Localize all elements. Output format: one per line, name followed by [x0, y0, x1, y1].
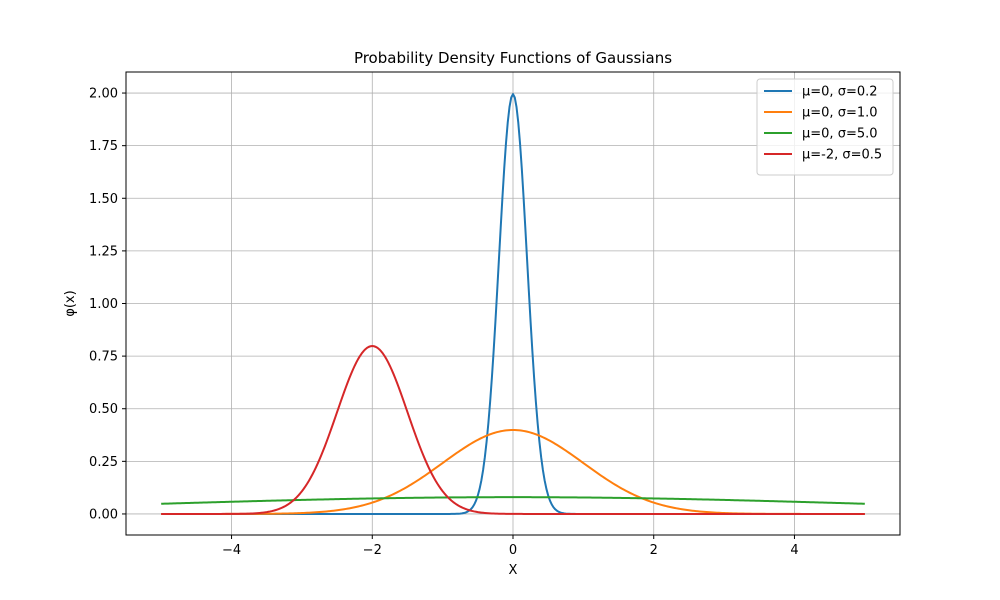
series-line-4	[161, 345, 865, 515]
y-tick-label: 1.25	[89, 244, 118, 259]
y-tick-label: 1.00	[89, 297, 118, 312]
legend-label: μ=0, σ=0.2	[802, 85, 878, 100]
series-layer	[161, 93, 865, 515]
y-tick-label: 1.50	[89, 192, 118, 207]
series-line-3	[161, 496, 865, 505]
grid	[126, 72, 900, 535]
legend: μ=0, σ=0.2 μ=0, σ=1.0 μ=0, σ=5.0 μ=-2, σ=0.…	[756, 78, 894, 176]
ticks: −4 −2 0 2 4 0.00 0.25 0.50 0.75 1.00 1.25 1.50 1.75 2…	[89, 87, 799, 558]
legend-label: μ=-2, σ=0.5	[802, 148, 882, 163]
x-tick-label: −4	[222, 543, 241, 558]
y-tick-label: 0.25	[89, 455, 118, 470]
x-tick-label: 2	[650, 543, 658, 558]
chart-title: Probability Density Functions of Gaussia…	[354, 49, 672, 67]
legend-label: μ=0, σ=5.0	[802, 127, 878, 142]
x-axis-label: X	[509, 563, 518, 578]
legend-label: μ=0, σ=1.0	[802, 106, 878, 121]
y-tick-label: 0.50	[89, 402, 118, 417]
x-tick-label: −2	[363, 543, 382, 558]
legend-box	[756, 78, 894, 176]
y-tick-label: 1.75	[89, 139, 118, 154]
y-tick-label: 0.00	[89, 507, 118, 522]
x-tick-label: 0	[509, 543, 517, 558]
y-axis-label: φ(x)	[63, 290, 78, 316]
x-tick-label: 4	[790, 543, 798, 558]
y-tick-label: 0.75	[89, 350, 118, 365]
y-tick-label: 2.00	[89, 87, 118, 102]
